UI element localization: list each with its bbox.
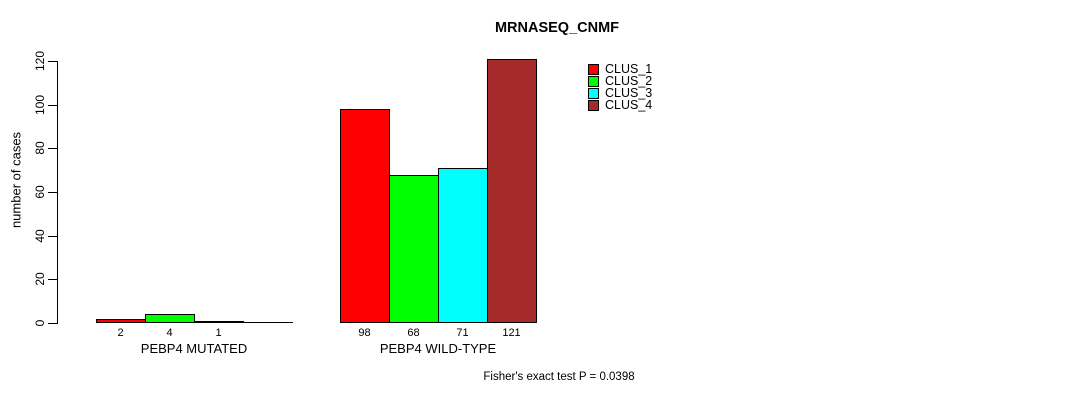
bar-value-label: 71 <box>456 327 469 339</box>
y-tick <box>48 236 57 237</box>
y-axis-label: number of cases <box>8 131 24 229</box>
legend-swatch <box>588 76 599 87</box>
bar-value-label: 1 <box>215 327 222 339</box>
y-tick-label: 80 <box>33 141 47 155</box>
bar-value-label: 98 <box>358 327 371 339</box>
bar-value-label: 2 <box>117 327 124 339</box>
chart-title: MRNASEQ_CNMF <box>494 20 620 36</box>
legend-label: CLUS_1 <box>605 62 653 76</box>
y-tick <box>48 61 57 62</box>
y-tick-label: 0 <box>33 319 47 327</box>
bar <box>487 59 537 323</box>
bar-value-label: 4 <box>166 327 173 339</box>
y-tick-label: 120 <box>33 50 47 72</box>
y-tick <box>48 148 57 149</box>
y-tick-label: 100 <box>33 94 47 116</box>
legend-swatch <box>588 88 599 99</box>
bar <box>340 109 390 323</box>
legend-swatch <box>588 64 599 75</box>
legend-label: CLUS_2 <box>605 74 653 88</box>
y-tick-label: 20 <box>33 272 47 286</box>
y-tick <box>48 192 57 193</box>
bar <box>145 314 195 323</box>
bar <box>438 168 488 323</box>
legend-label: CLUS_3 <box>605 86 653 100</box>
legend-swatch <box>588 100 599 111</box>
annotation-text: Fisher's exact test P = 0.0398 <box>483 371 635 383</box>
bar <box>96 319 146 323</box>
bar-value-label: 121 <box>502 327 521 339</box>
y-axis-line <box>57 61 58 324</box>
y-tick <box>48 323 57 324</box>
legend-label: CLUS_4 <box>605 98 653 112</box>
y-tick-label: 40 <box>33 229 47 243</box>
y-tick <box>48 279 57 280</box>
y-tick <box>48 105 57 106</box>
bar <box>243 322 293 323</box>
bar <box>389 175 439 323</box>
bar <box>194 321 244 323</box>
bar-value-label: 68 <box>407 327 420 339</box>
group-label: PEBP4 MUTATED <box>140 341 248 356</box>
y-tick-label: 60 <box>33 185 47 199</box>
group-label: PEBP4 WILD-TYPE <box>379 341 497 356</box>
